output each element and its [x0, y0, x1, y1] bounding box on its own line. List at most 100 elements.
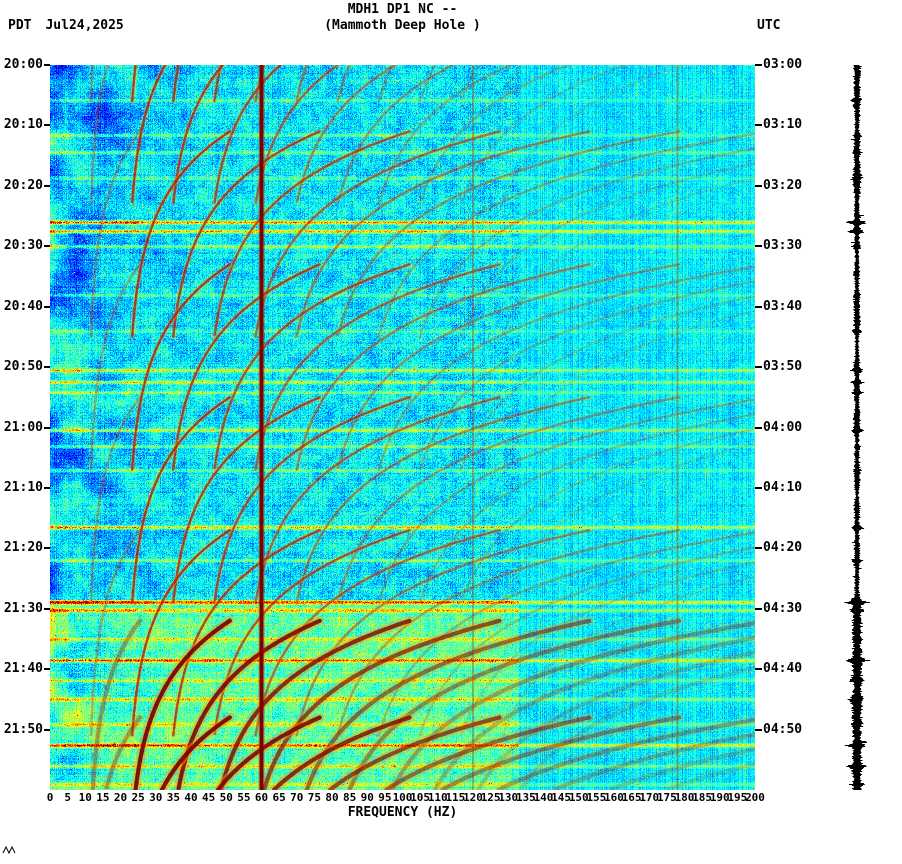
left-time-label: 21:10 — [3, 479, 43, 495]
left-time-label: 21:50 — [3, 721, 43, 737]
right-axis-tick — [755, 245, 762, 248]
corner-mark — [2, 845, 16, 855]
right-axis-tick — [755, 426, 762, 429]
left-time-label: 20:20 — [3, 177, 43, 193]
right-axis-tick — [755, 366, 762, 369]
x-tick-label: 100 — [392, 791, 413, 804]
left-time-label: 20:30 — [3, 238, 43, 254]
x-tick-label: 25 — [131, 791, 145, 804]
x-tick-label: 80 — [325, 791, 339, 804]
timezone-right-label: UTC — [757, 18, 781, 33]
x-tick-label: 65 — [272, 791, 286, 804]
x-tick-label: 40 — [184, 791, 198, 804]
left-axis-tick — [44, 245, 50, 248]
x-axis-title: FREQUENCY (HZ) — [347, 805, 458, 820]
left-axis-tick — [44, 486, 50, 489]
left-time-label: 21:20 — [3, 540, 43, 556]
x-tick-label: 160 — [604, 791, 624, 804]
right-axis-tick — [755, 668, 762, 671]
x-tick-label: 30 — [149, 791, 163, 804]
x-tick-label: 110 — [427, 791, 448, 804]
right-time-label: 04:20 — [763, 540, 803, 556]
right-axis-tick — [755, 547, 762, 550]
left-time-label: 21:40 — [3, 661, 43, 677]
x-tick-label: 55 — [237, 791, 251, 804]
right-time-label: 04:00 — [763, 419, 803, 435]
x-tick-label: 15 — [96, 791, 110, 804]
x-tick-label: 10 — [78, 791, 92, 804]
seismogram-trace-canvas — [840, 65, 874, 790]
left-time-label: 20:40 — [3, 298, 43, 314]
x-tick-label: 200 — [745, 791, 765, 804]
x-tick-label: 35 — [166, 791, 180, 804]
right-axis-tick — [755, 486, 762, 489]
x-tick-label: 75 — [307, 791, 321, 804]
right-time-label: 04:50 — [763, 721, 803, 737]
right-time-label: 03:00 — [763, 57, 803, 72]
left-axis-tick — [44, 728, 50, 731]
right-axis-tick — [755, 124, 762, 127]
x-tick-label: 195 — [727, 791, 748, 804]
left-axis-tick — [44, 366, 50, 369]
x-tick-label: 20 — [113, 791, 128, 804]
x-tick-label: 0 — [46, 791, 54, 804]
left-axis-tick — [44, 124, 50, 127]
x-tick-label: 70 — [290, 791, 304, 804]
x-tick-label: 135 — [515, 791, 536, 804]
x-tick-label: 115 — [445, 791, 466, 804]
x-tick-label: 50 — [219, 791, 233, 804]
right-time-label: 03:30 — [763, 238, 803, 254]
timezone-left-label: PDT — [8, 18, 32, 33]
x-tick-label: 130 — [498, 791, 519, 804]
x-tick-label: 90 — [360, 791, 374, 804]
date-label: Jul24,2025 — [45, 18, 124, 33]
local-timezone-and-date: PDT Jul24,2025 — [8, 18, 124, 33]
right-time-label: 03:40 — [763, 298, 803, 314]
page-title: MDH1 DP1 NC -- — [347, 2, 458, 17]
left-time-label: 20:00 — [3, 57, 43, 72]
left-time-label: 21:00 — [3, 419, 43, 435]
right-axis-tick — [755, 184, 762, 187]
page-subtitle: (Mammoth Deep Hole ) — [324, 18, 481, 33]
x-tick-label: 170 — [639, 791, 660, 804]
x-tick-label: 85 — [343, 791, 357, 804]
left-time-label: 20:50 — [3, 359, 43, 375]
x-tick-label: 145 — [551, 791, 572, 804]
x-tick-label: 140 — [533, 791, 554, 804]
left-axis-tick — [44, 547, 50, 550]
left-time-label: 21:30 — [3, 600, 43, 616]
left-axis-tick — [44, 305, 50, 308]
right-time-label: 04:40 — [763, 661, 803, 677]
x-tick-label: 45 — [202, 791, 216, 804]
x-tick-label: 190 — [709, 791, 730, 804]
right-time-label: 03:10 — [763, 117, 803, 133]
left-axis-tick — [44, 426, 50, 429]
right-time-label: 04:10 — [763, 479, 803, 495]
left-axis-tick — [44, 607, 50, 610]
right-time-label: 04:30 — [763, 600, 803, 616]
spectrogram-canvas — [50, 65, 755, 790]
right-time-label: 03:50 — [763, 359, 803, 375]
x-tick-label: 155 — [586, 791, 607, 804]
x-tick-label: 5 — [64, 791, 71, 804]
right-axis-tick — [755, 305, 762, 308]
x-tick-label: 120 — [463, 791, 483, 804]
x-tick-label: 185 — [692, 791, 713, 804]
x-tick-label: 105 — [410, 791, 431, 804]
left-axis-tick — [44, 668, 50, 671]
x-tick-label: 95 — [378, 791, 392, 804]
x-tick-label: 150 — [568, 791, 589, 804]
left-time-label: 20:10 — [3, 117, 43, 133]
left-axis-tick — [44, 64, 50, 66]
x-tick-label: 125 — [480, 791, 501, 804]
x-tick-label: 180 — [674, 791, 695, 804]
x-tick-label: 60 — [254, 791, 269, 804]
right-axis-tick — [755, 607, 762, 610]
x-tick-label: 165 — [621, 791, 642, 804]
right-axis-tick — [755, 728, 762, 731]
right-time-label: 03:20 — [763, 177, 803, 193]
left-axis-tick — [44, 184, 50, 187]
right-axis-tick — [755, 64, 762, 66]
x-tick-label: 175 — [656, 791, 677, 804]
